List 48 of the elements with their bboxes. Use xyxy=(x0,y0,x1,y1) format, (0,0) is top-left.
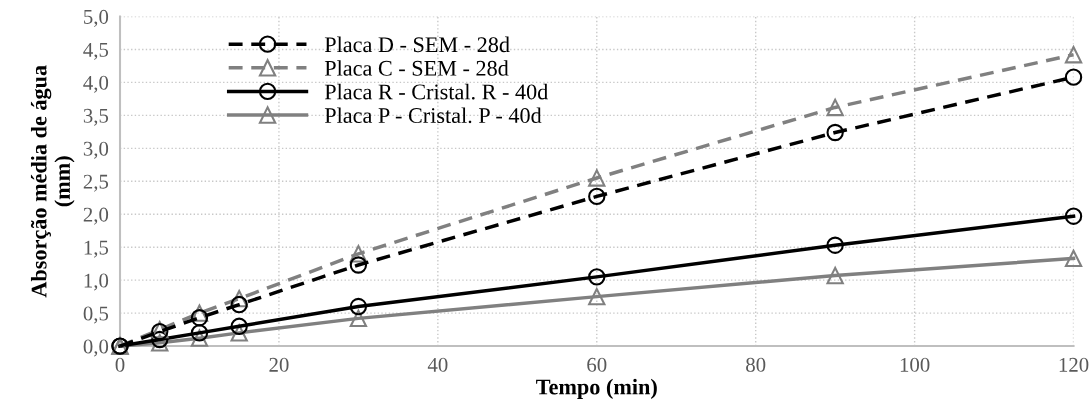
point xyxy=(1064,207,1083,225)
x-tick-label: 120 xyxy=(1059,357,1089,372)
point xyxy=(151,334,169,352)
point xyxy=(588,287,606,306)
y-tick-label: 3,0 xyxy=(83,141,109,159)
y-tick-label: 2,5 xyxy=(83,174,109,192)
x-tick-label: 60 xyxy=(587,357,607,372)
x-tick-label: 0 xyxy=(115,357,125,372)
point xyxy=(349,256,368,274)
point xyxy=(190,324,209,342)
point xyxy=(349,309,368,328)
y-tick-label: 0,5 xyxy=(83,306,109,324)
point xyxy=(1064,68,1083,86)
point xyxy=(826,266,844,285)
legend-label: Placa R - Cristal. R - 40d xyxy=(324,83,549,100)
y-tick-label: 0,0 xyxy=(83,339,109,357)
y-tick-label: 4,5 xyxy=(83,42,109,60)
point xyxy=(349,245,368,263)
point xyxy=(1064,46,1083,64)
point xyxy=(230,295,248,314)
y-tick-label: 3,5 xyxy=(83,108,109,126)
point xyxy=(190,309,209,327)
y-tick-label: 5,0 xyxy=(84,9,109,27)
y-tick-label: 4,0 xyxy=(83,75,109,93)
y-axis-title: Absorção média de água (mm) xyxy=(30,65,75,298)
point xyxy=(230,324,248,342)
x-tick-label: 100 xyxy=(900,357,930,372)
point xyxy=(230,289,248,308)
point xyxy=(826,98,844,117)
legend-label: Placa D - SEM - 28d xyxy=(324,36,510,53)
point xyxy=(190,329,209,347)
y-tick-label: 1,0 xyxy=(84,273,109,291)
y-tick-label: 2,0 xyxy=(83,207,109,225)
point xyxy=(826,236,844,254)
point xyxy=(826,123,844,142)
point xyxy=(588,169,606,187)
x-tick-label: 40 xyxy=(427,357,448,372)
legend-label: Placa C - SEM - 28d xyxy=(324,60,509,76)
point xyxy=(588,268,606,286)
point xyxy=(349,297,368,316)
x-tick-label: 20 xyxy=(269,357,289,372)
point xyxy=(588,187,606,206)
point xyxy=(230,317,248,335)
point xyxy=(1064,249,1083,268)
x-axis-title: Tempo (min) xyxy=(536,378,657,400)
legend-label: Placa P - Cristal. P - 40d xyxy=(324,107,542,124)
y-tick-label: 1,5 xyxy=(84,240,109,258)
x-tick-label: 80 xyxy=(746,357,766,372)
